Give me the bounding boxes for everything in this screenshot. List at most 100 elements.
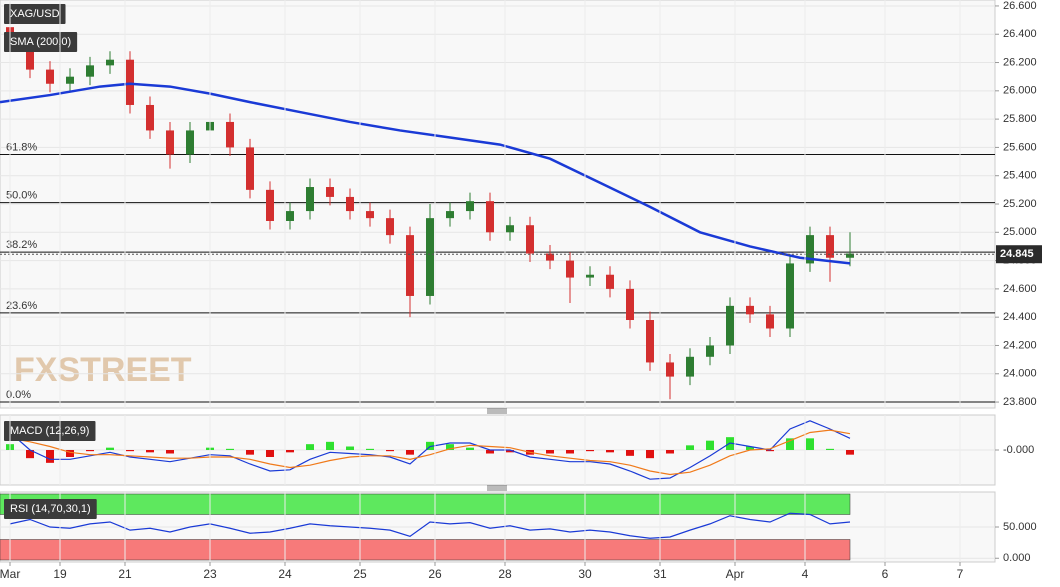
candle-body [146,104,154,131]
histogram-bar [306,444,314,450]
y-tick-label: 26.200 [1003,56,1037,68]
fibonacci-label: 38.2% [6,239,37,251]
x-tick-label: 19 [53,567,67,581]
x-tick-label: 24 [278,567,292,581]
y-tick-label: 24.400 [1003,311,1037,323]
candle-body [526,225,534,254]
indicator-label: RSI (14,70,30,1) [10,503,91,515]
y-tick-label: 25.600 [1003,141,1037,153]
histogram-bar [626,450,634,456]
histogram-bar [346,446,354,450]
last-price-box [996,245,1042,264]
candle-body [746,305,754,315]
x-tick-label: 6 [882,567,889,581]
fibonacci-label: 0.0% [6,389,31,401]
histogram-bar [326,441,334,450]
histogram-bar [166,450,174,454]
candle-body [546,253,554,261]
signal-line [9,429,851,476]
candle-body [486,201,494,233]
histogram-bar [686,445,694,450]
histogram-bar [246,450,254,455]
candle-body [506,225,514,233]
histogram-bar [566,450,574,454]
x-tick-label: 7 [957,567,964,581]
candle-body [846,253,854,258]
resize-handle[interactable] [487,485,507,491]
histogram-bar [786,438,794,450]
histogram-bar [126,450,134,452]
x-tick-label: 31 [653,567,667,581]
histogram-bar [26,450,34,459]
label-box [4,32,78,52]
y-tick-label: 26.400 [1003,28,1037,40]
candle-body [586,274,594,278]
y-tick-label: 26.600 [1003,0,1037,12]
candle-body [466,201,474,212]
histogram-bar [466,447,474,450]
y-tick-label: 26.000 [1003,85,1037,97]
indicator-label: XAG/USD [10,8,60,20]
histogram-bar [366,448,374,450]
label-box [4,421,96,441]
histogram-bar [586,450,594,452]
candle-body [826,235,834,258]
candle-body [266,189,274,221]
x-tick-label: 4 [802,567,809,581]
candle-body [626,288,634,321]
x-tick-label: 26 [428,567,442,581]
candle-body [106,59,114,66]
histogram-bar [46,450,54,463]
histogram-bar [386,450,394,452]
histogram-bar [506,450,514,453]
candle-body [306,187,314,212]
candle-body [246,147,254,190]
y-tick-label: 0.000 [1003,552,1031,564]
candle-body [66,76,74,84]
macd-line [9,420,851,480]
y-tick-label: 50.000 [1003,521,1037,533]
rsi-line [9,512,851,539]
histogram-bar [106,447,114,450]
histogram-bar [266,450,274,457]
candle-body [286,211,294,221]
candle-body [646,320,654,363]
histogram-bar [86,450,94,452]
candle-body [226,121,234,148]
candle-body [606,274,614,289]
x-tick-label: 28 [498,567,512,581]
fibonacci-label: 23.6% [6,300,37,312]
histogram-bar [826,448,834,450]
histogram-bar [486,450,494,454]
y-tick-label: 25.400 [1003,170,1037,182]
x-tick-label: Mar [0,567,20,581]
candle-body [686,356,694,377]
x-tick-label: 25 [353,567,367,581]
histogram-bar [746,446,754,450]
histogram-bar [646,450,654,459]
histogram-bar [606,450,614,453]
candle-body [706,345,714,357]
y-tick-label: 25.200 [1003,198,1037,210]
x-tick-label: Apr [726,567,745,581]
fibonacci-label: 50.0% [6,189,37,201]
last-price-label: 24.845 [1000,248,1034,260]
indicator-label: MACD (12,26,9) [10,425,89,437]
histogram-bar [546,450,554,454]
candle-body [666,362,674,377]
resize-handle[interactable] [487,408,507,414]
histogram-bar [446,444,454,450]
indicator-label: SMA (200,0) [10,36,71,48]
candle-body [326,187,334,197]
candle-body [806,235,814,264]
histogram-bar [286,450,294,453]
sma-line [0,82,851,265]
candle-body [566,260,574,278]
candle-body [126,59,134,105]
candle-body [166,130,174,155]
histogram-bar [706,440,714,450]
candle-body [186,130,194,155]
overbought-zone [0,493,851,515]
watermark: FXSTREET [14,351,192,389]
